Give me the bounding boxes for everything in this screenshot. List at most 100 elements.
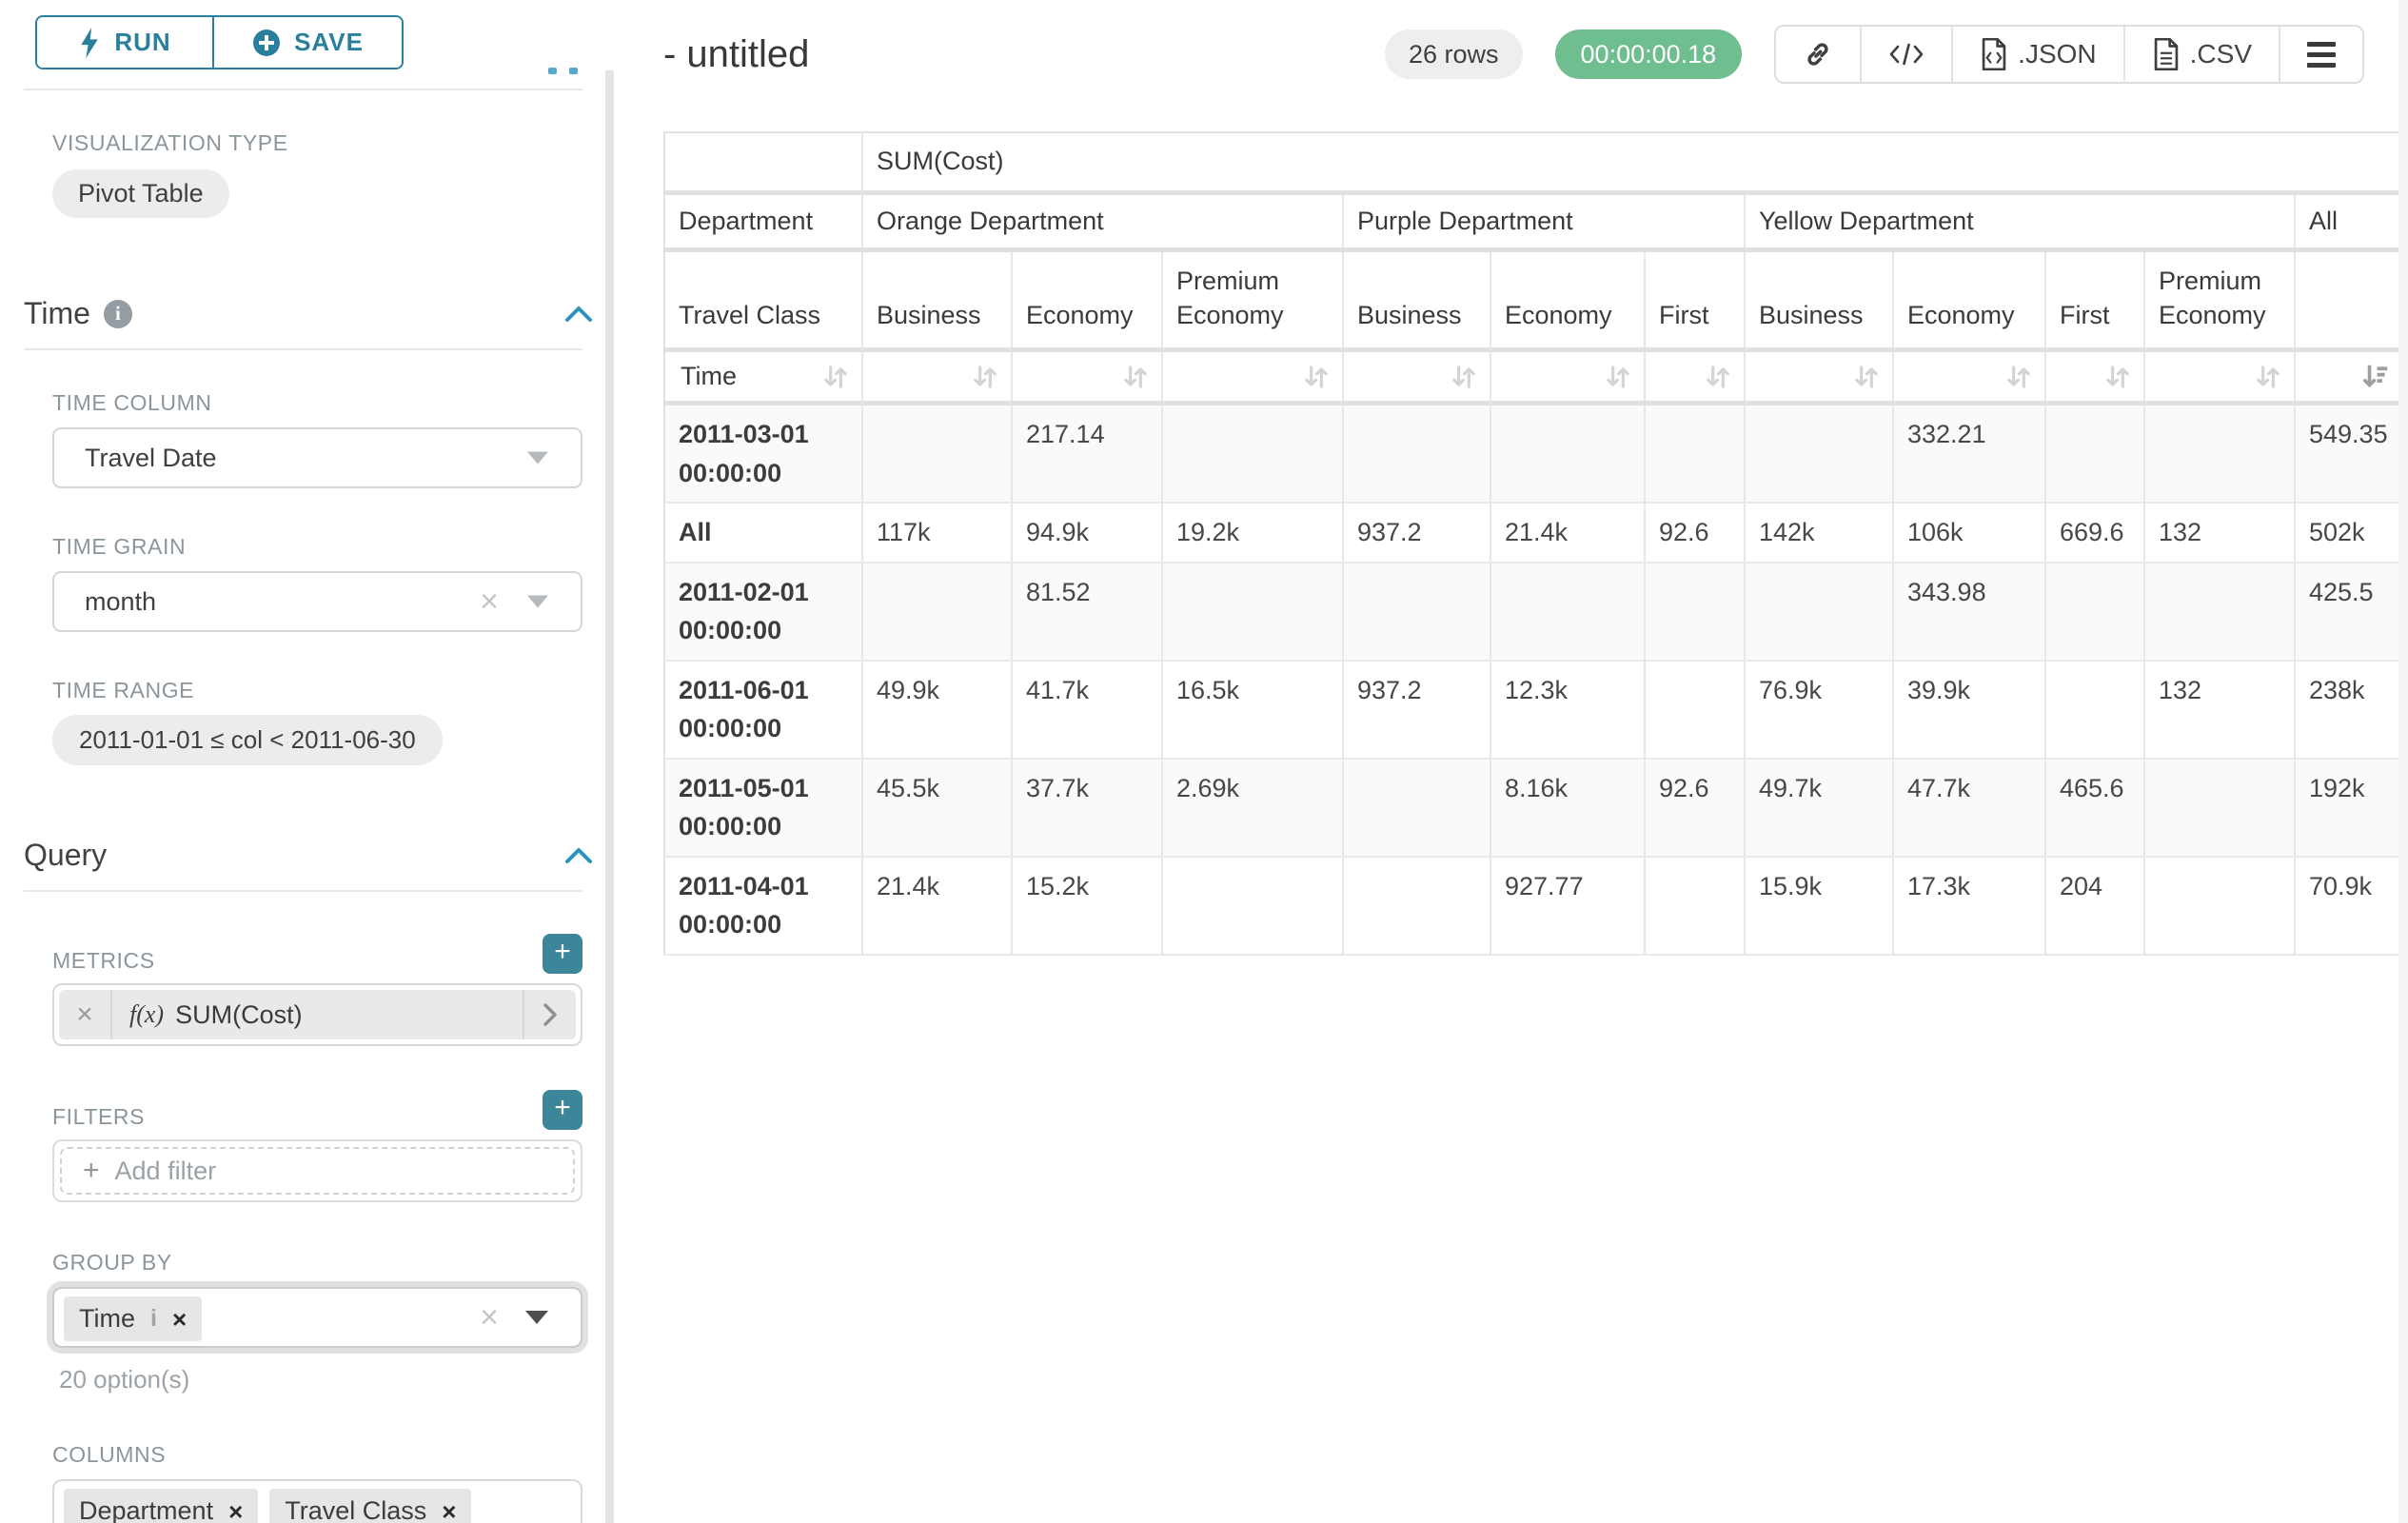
sort-icon [2257,366,2280,388]
share-link-button[interactable] [1776,27,1860,82]
sort-header-cell[interactable] [1343,349,1491,406]
chevron-right-icon[interactable] [523,990,576,1039]
pivot-value-cell: 132 [2144,503,2296,564]
add-filter-button[interactable]: + [543,1090,582,1130]
pivot-value-cell [1343,856,1491,956]
export-json-label: .JSON [2018,39,2097,69]
travel-class-header: Premium Economy [1162,249,1344,353]
sort-header-cell[interactable]: Time [664,349,863,406]
sort-icon [2106,366,2129,388]
chevron-down-icon [525,1311,548,1324]
corner-cell [664,132,863,195]
pivot-row: 2011-03-01 00:00:00 217.14 332.21 549.35 [664,403,2403,504]
query-section-title: Query [24,838,108,872]
visualization-type-value[interactable]: Pivot Table [52,169,229,218]
sort-header-cell[interactable] [1745,349,1894,406]
pivot-value-cell: 15.9k [1745,856,1894,956]
pivot-value-cell: 669.6 [2045,503,2145,564]
travel-class-header: First [2045,249,2145,353]
menu-button[interactable] [2279,27,2362,82]
remove-tag-icon[interactable]: × [228,1496,244,1523]
pivot-value-cell [1645,403,1746,504]
sort-header-cell[interactable] [1012,349,1163,406]
chevron-up-icon[interactable] [564,847,593,864]
time-grain-label: TIME GRAIN [52,534,187,559]
dimension-tag[interactable]: Travel Class × [269,1489,472,1523]
remove-tag-icon[interactable]: × [442,1496,457,1523]
plus-icon: + [83,1155,100,1186]
section-divider [24,89,582,90]
time-range-value[interactable]: 2011-01-01 ≤ col < 2011-06-30 [52,715,443,765]
pivot-value-cell [1343,403,1491,504]
run-button[interactable]: RUN [37,17,214,68]
sort-header-cell[interactable] [1490,349,1646,406]
export-csv-button[interactable]: .CSV [2122,27,2279,82]
sidebar-scrollbar[interactable] [605,0,614,1523]
metric-option[interactable]: × f(x) SUM(Cost) [59,990,576,1039]
section-divider [24,890,582,892]
sort-icon [2007,366,2030,388]
group-by-select[interactable]: Time i × × [52,1287,582,1348]
dimension-tag[interactable]: Time i × [64,1296,203,1341]
row-header-cell: All [664,503,863,564]
sort-icon [1305,366,1328,388]
travel-class-header: Business [1745,249,1894,353]
remove-tag-icon[interactable]: × [171,1304,188,1334]
export-csv-label: .CSV [2189,39,2252,69]
pivot-value-cell: 39.9k [1893,660,2046,760]
pivot-value-cell: 49.7k [1745,758,1894,858]
pivot-value-cell: 21.4k [862,856,1013,956]
travel-class-header: First [1645,249,1746,353]
columns-select[interactable]: Department× Travel Class× × [52,1479,582,1523]
pivot-value-cell: 937.2 [1343,503,1491,564]
sort-header-cell[interactable] [2144,349,2296,406]
sort-header-cell[interactable] [1645,349,1746,406]
pivot-value-cell: 937.2 [1343,660,1491,760]
clear-icon[interactable]: × [480,1299,499,1335]
save-button[interactable]: SAVE [214,17,402,68]
add-filter-dropzone[interactable]: + Add filter [60,1147,575,1195]
sort-header-cell[interactable] [1893,349,2046,406]
time-grain-select[interactable]: month × [52,571,582,632]
embed-code-button[interactable] [1860,27,1951,82]
pivot-value-cell: 549.35 [2295,403,2403,504]
pivot-value-cell [2045,562,2145,662]
pivot-value-cell: 92.6 [1645,503,1746,564]
chevron-up-icon[interactable] [564,306,593,323]
sort-header-cell[interactable] [2045,349,2145,406]
pivot-value-cell: 142k [1745,503,1894,564]
pivot-value-cell [1162,403,1344,504]
metric-name: SUM(Cost) [175,999,303,1029]
pivot-value-cell [1645,562,1746,662]
section-divider [24,348,582,350]
pivot-row: 2011-02-01 00:00:00 81.52 343.98 425.5 [664,562,2403,662]
pivot-value-cell: 81.52 [1012,562,1163,662]
sort-header-cell[interactable] [862,349,1013,406]
run-button-label: RUN [114,28,171,56]
time-grain-value: month [85,586,157,616]
department-group-header: Orange Department [862,192,1344,252]
chevron-down-icon [527,451,548,465]
pivot-value-cell [1490,403,1646,504]
info-icon: i [103,299,132,328]
pivot-value-cell: 2.69k [1162,758,1344,858]
main-scrollbar[interactable] [2398,0,2408,1523]
pivot-value-cell [862,562,1013,662]
pivot-value-cell: 45.5k [862,758,1013,858]
pivot-value-cell: 92.6 [1645,758,1746,858]
dimension-tag[interactable]: Department × [64,1489,259,1523]
time-column-select[interactable]: Travel Date [52,427,582,488]
pivot-value-cell: 132 [2144,660,2296,760]
chart-title[interactable]: - untitled [663,32,810,75]
pivot-value-cell: 465.6 [2045,758,2145,858]
add-metric-button[interactable]: + [543,934,582,974]
sort-icon [1707,366,1729,388]
sort-header-cell[interactable] [2295,349,2403,406]
export-json-button[interactable]: .JSON [1951,27,2122,82]
sort-header-cell[interactable] [1162,349,1344,406]
department-group-header: All [2295,192,2403,252]
remove-metric-icon[interactable]: × [59,990,112,1039]
row-dimension-label: Time [681,362,737,391]
clear-icon[interactable]: × [480,583,499,620]
